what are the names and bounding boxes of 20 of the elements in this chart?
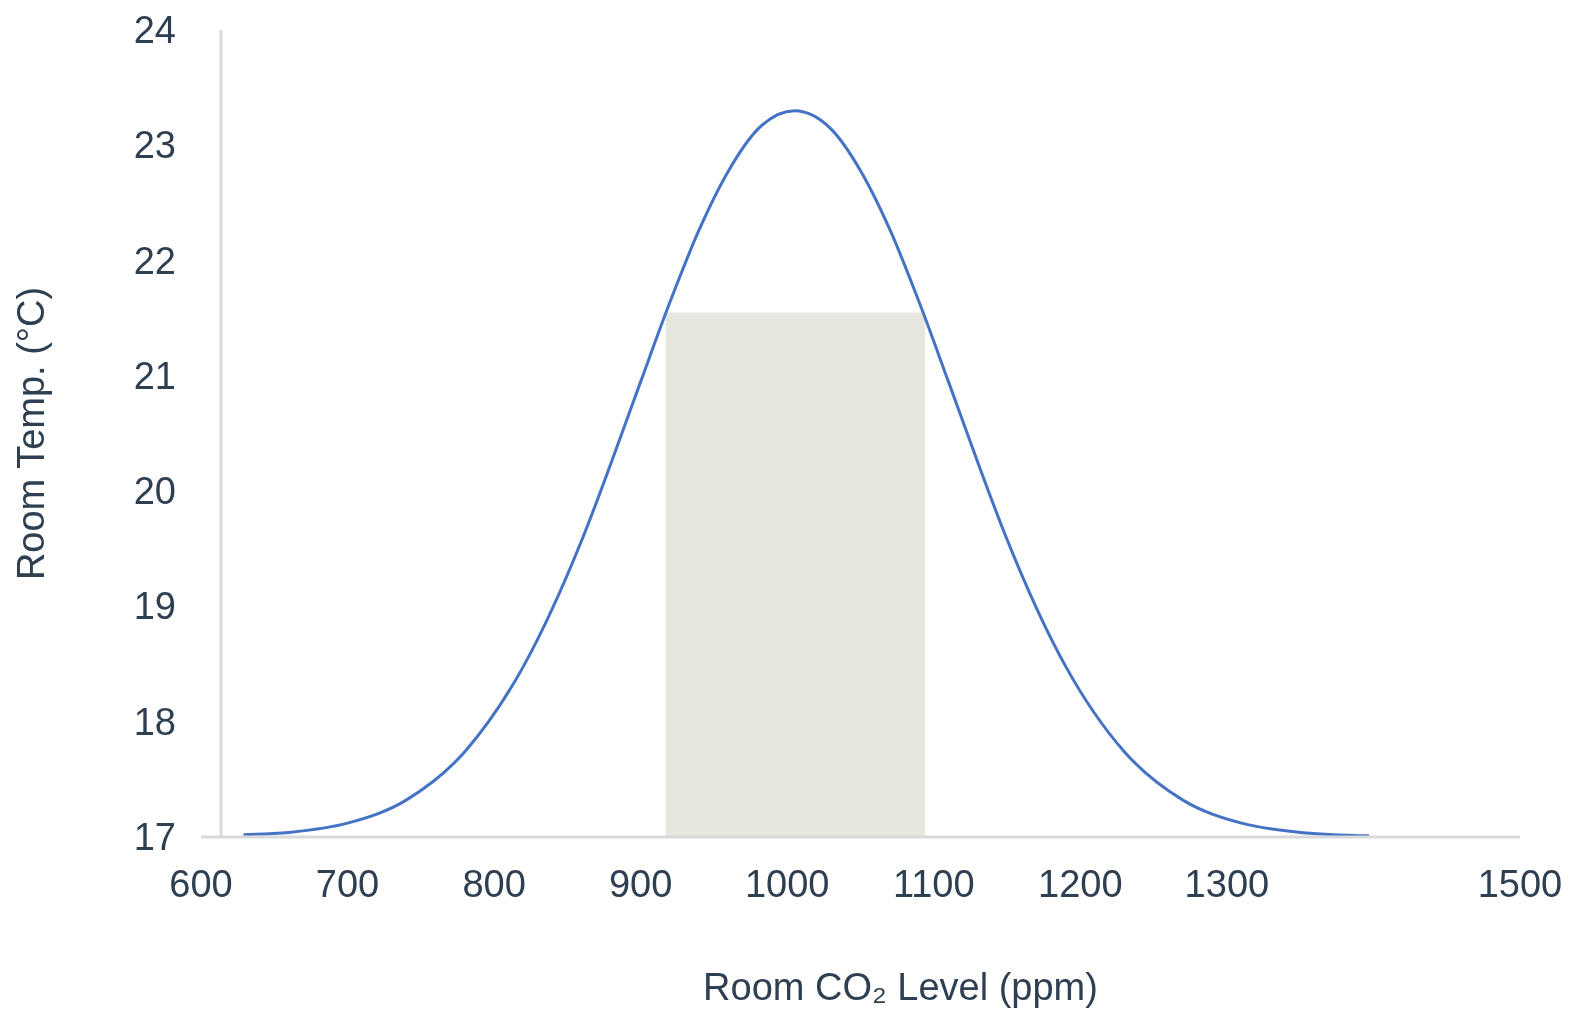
x-tick-label: 1500 xyxy=(1477,863,1563,905)
x-tick-label: 800 xyxy=(462,863,526,905)
line-series xyxy=(242,109,1371,838)
x-tick-label: 1100 xyxy=(892,863,975,905)
y-tick-label: 22 xyxy=(133,239,176,282)
y-axis-title: Room Temp. (°C) xyxy=(10,286,52,581)
y-tick-label: 19 xyxy=(133,585,176,628)
y-tick-label: 23 xyxy=(133,124,176,167)
y-tick-label: 21 xyxy=(133,354,176,397)
x-tick-label: 900 xyxy=(608,863,673,905)
y-tick-label: 24 xyxy=(133,9,176,51)
x-tick-label: 700 xyxy=(315,863,380,905)
x-axis-title: Room CO₂ Level (ppm) xyxy=(703,966,1098,1008)
y-tick-label: 18 xyxy=(133,700,176,743)
y-tick-label: 20 xyxy=(133,470,176,513)
x-tick-label: 600 xyxy=(169,863,233,905)
x-tick-label: 1200 xyxy=(1038,863,1123,905)
x-tick-label: 1300 xyxy=(1184,863,1270,905)
x-tick-label: 1000 xyxy=(744,863,830,905)
y-tick-label: 17 xyxy=(133,816,176,858)
